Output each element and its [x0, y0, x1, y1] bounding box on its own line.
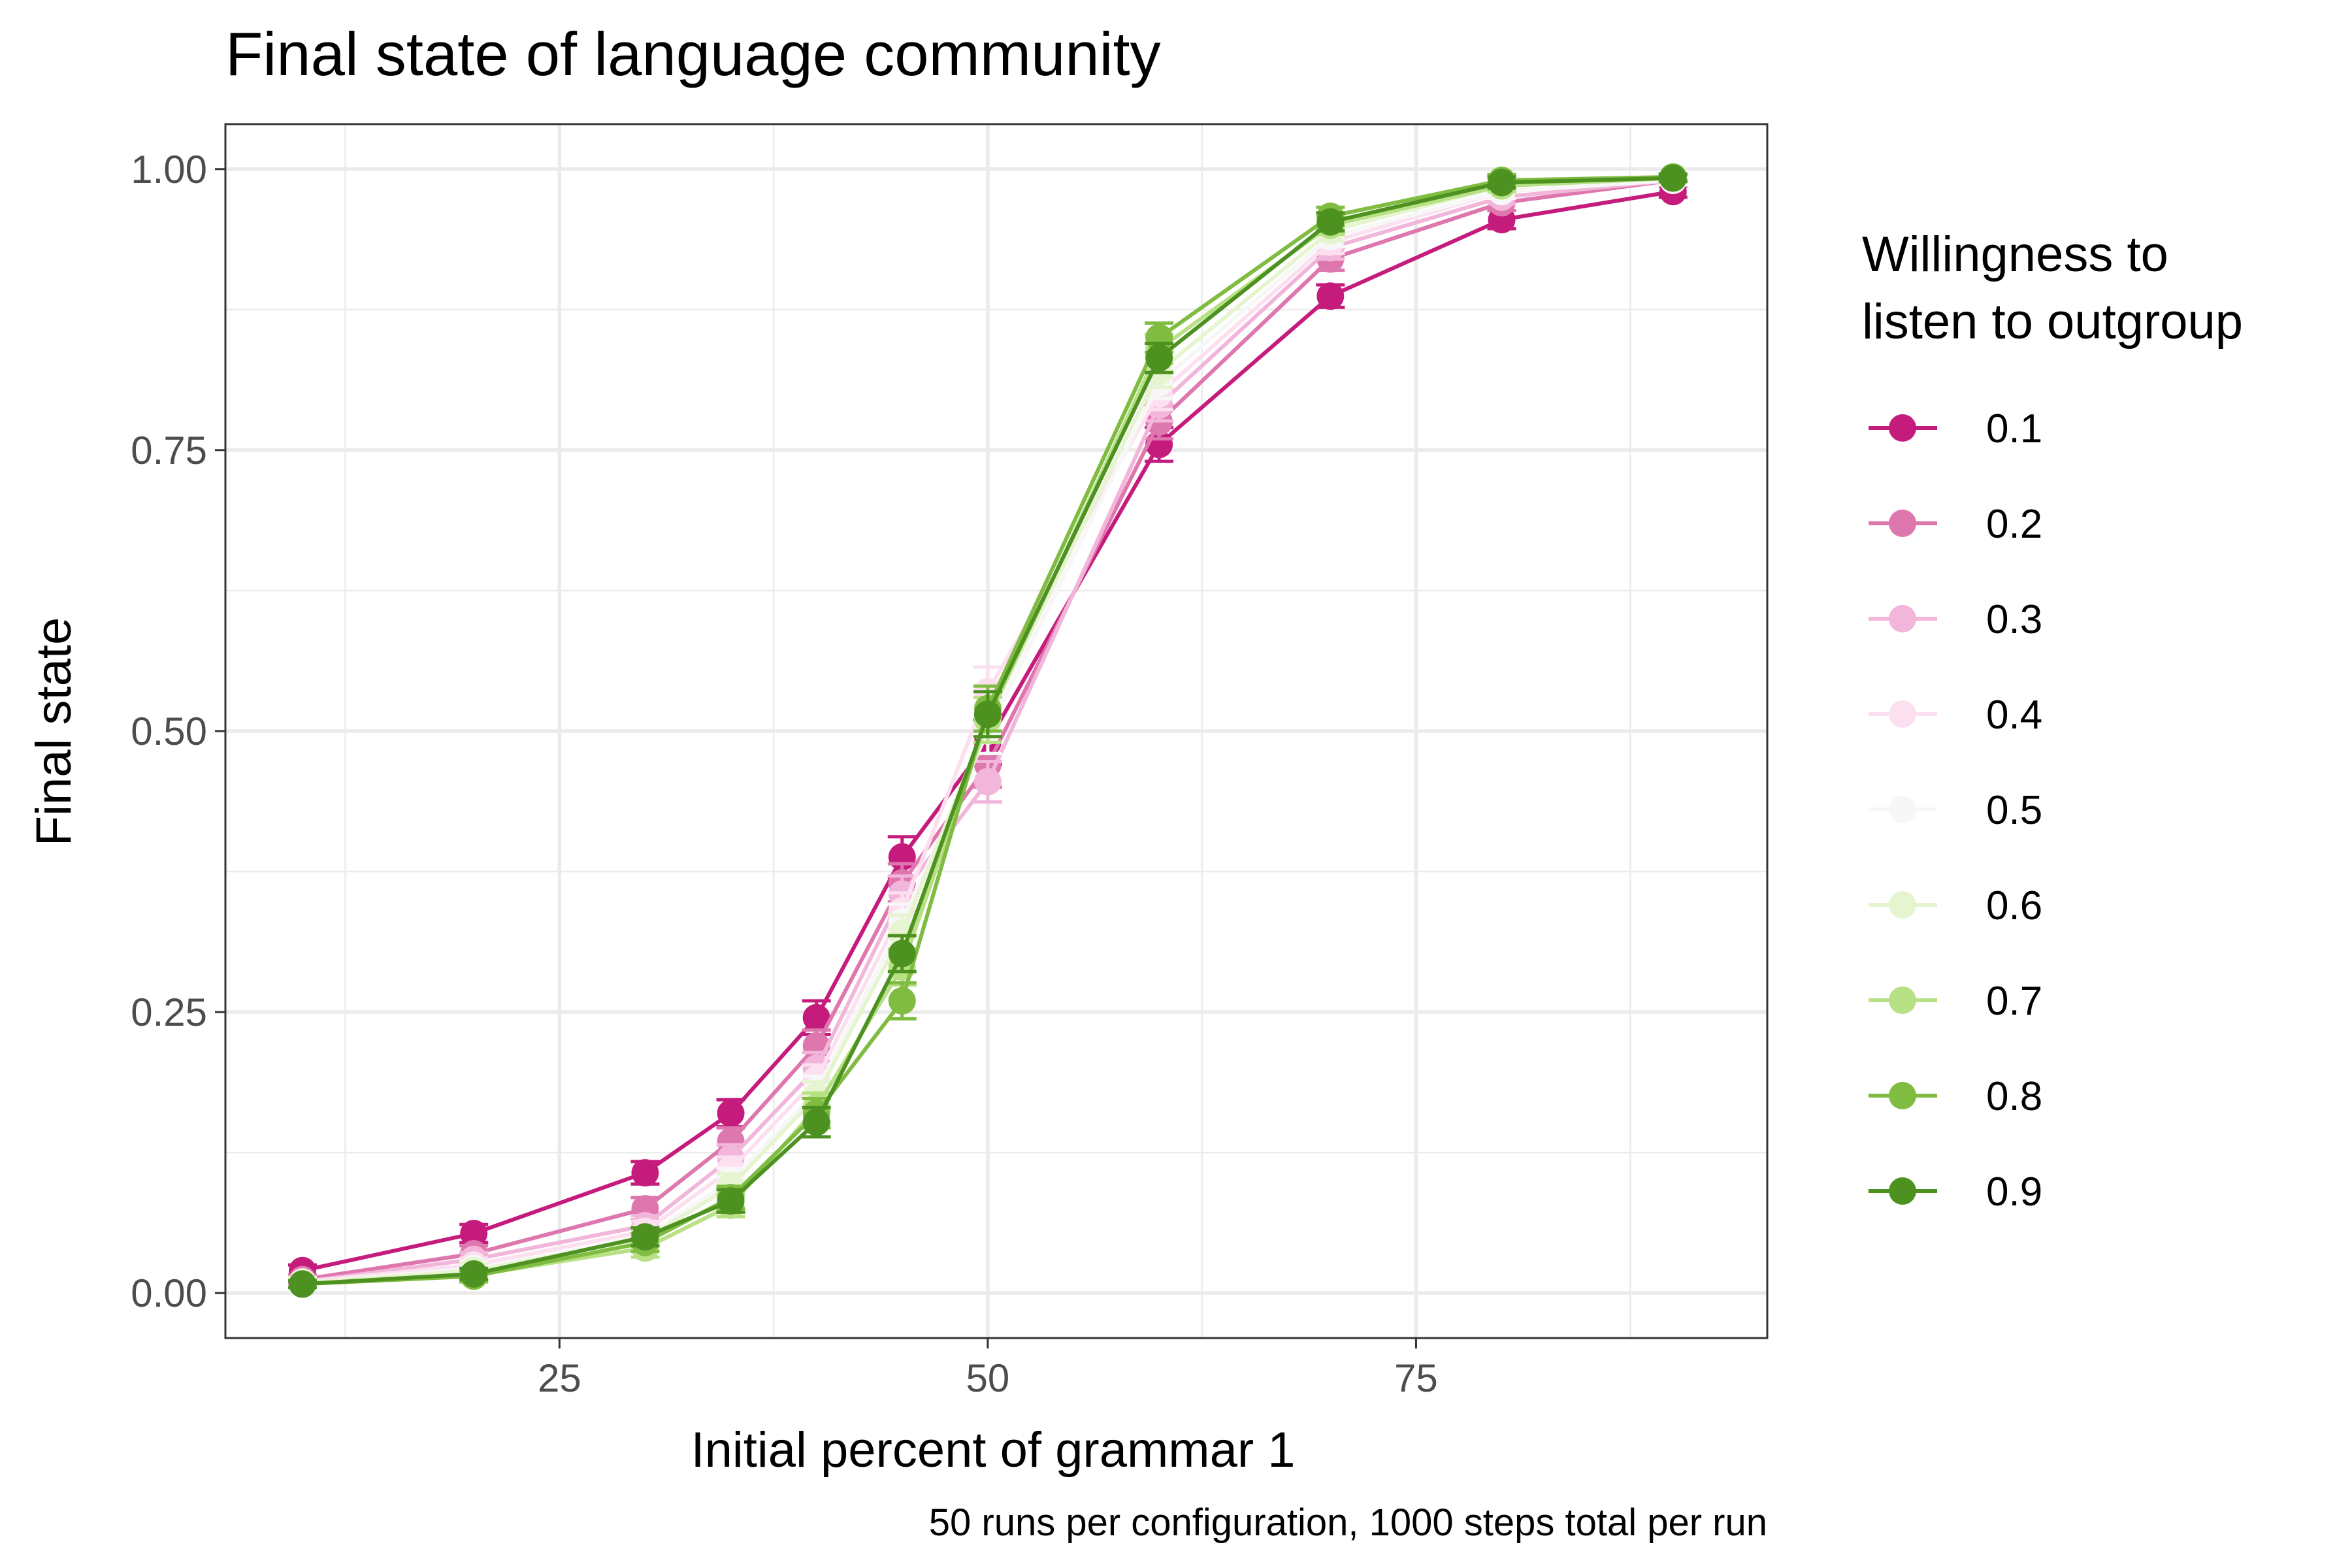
chart-caption: 50 runs per configuration, 1000 steps to…	[929, 1501, 1767, 1544]
data-point	[973, 768, 1002, 796]
data-point	[1488, 169, 1516, 197]
y-axis-label: Final state	[26, 617, 82, 847]
data-point	[717, 1099, 745, 1127]
legend-key-point	[1889, 987, 1916, 1014]
data-point	[888, 939, 916, 968]
legend-label: 0.8	[1986, 1074, 2042, 1119]
data-point	[1316, 282, 1345, 310]
legend-key-0.5: 0.5	[1869, 788, 2042, 833]
data-point	[973, 700, 1002, 728]
legend-key-0.7: 0.7	[1869, 979, 2042, 1024]
legend-label: 0.6	[1986, 883, 2042, 928]
plot-data	[288, 163, 1688, 1298]
series-0.9	[288, 164, 1688, 1298]
legend-key-point	[1889, 414, 1916, 442]
x-tick-label: 50	[966, 1356, 1010, 1400]
data-point	[717, 1187, 745, 1215]
legend-label: 0.7	[1986, 979, 2042, 1024]
legend-key-point	[1889, 510, 1916, 537]
legend-key-0.3: 0.3	[1869, 597, 2042, 642]
legend-title-line-1: Willingness to	[1862, 227, 2168, 282]
legend-key-0.9: 0.9	[1869, 1169, 2042, 1215]
data-point	[460, 1220, 488, 1248]
axes: 0.00 0.25 0.50 0.75 1.00 25 50 75	[131, 148, 1438, 1400]
y-tick-label: 0.00	[131, 1271, 207, 1315]
data-point	[289, 1270, 316, 1298]
legend-key-0.1: 0.1	[1869, 406, 2042, 451]
y-tick-label: 1.00	[131, 148, 207, 191]
legend-label: 0.1	[1986, 406, 2042, 451]
x-tick-label: 75	[1394, 1356, 1438, 1400]
legend-label: 0.5	[1986, 788, 2042, 833]
data-point	[1659, 164, 1687, 192]
data-point	[1145, 344, 1173, 372]
x-axis-label: Initial percent of grammar 1	[691, 1422, 1295, 1478]
legend-label: 0.3	[1986, 597, 2042, 642]
data-point	[802, 1004, 830, 1032]
x-tick-label: 25	[538, 1356, 581, 1400]
legend-key-0.8: 0.8	[1869, 1074, 2042, 1119]
legend-key-point	[1889, 796, 1916, 823]
legend-key-point	[1889, 700, 1916, 728]
legend-key-0.6: 0.6	[1869, 883, 2042, 928]
data-point	[631, 1159, 659, 1187]
y-tick-label: 0.75	[131, 429, 207, 472]
legend-key-0.2: 0.2	[1869, 502, 2042, 547]
legend-label: 0.9	[1986, 1169, 2042, 1215]
chart-title: Final state of language community	[225, 20, 1161, 88]
data-point	[460, 1260, 488, 1288]
legend-key-0.4: 0.4	[1869, 693, 2042, 738]
legend-key-point	[1889, 1082, 1916, 1109]
legend-keys: 0.1 0.2 0.3 0.4 0.5 0.6 0.7 0.8 0.9	[1869, 406, 2042, 1215]
y-tick-label: 0.25	[131, 990, 207, 1034]
legend-key-point	[1889, 1177, 1916, 1205]
data-point	[888, 987, 916, 1015]
legend-title-line-2: listen to outgroup	[1862, 294, 2243, 350]
legend-label: 0.4	[1986, 693, 2042, 738]
data-point	[802, 1108, 830, 1136]
y-tick-label: 0.50	[131, 710, 207, 753]
legend: Willingness to listen to outgroup 0.1 0.2…	[1862, 227, 2243, 1215]
data-point	[631, 1223, 659, 1251]
data-point	[1316, 208, 1345, 236]
legend-label: 0.2	[1986, 502, 2042, 547]
legend-key-point	[1889, 605, 1916, 632]
legend-key-point	[1889, 891, 1916, 919]
